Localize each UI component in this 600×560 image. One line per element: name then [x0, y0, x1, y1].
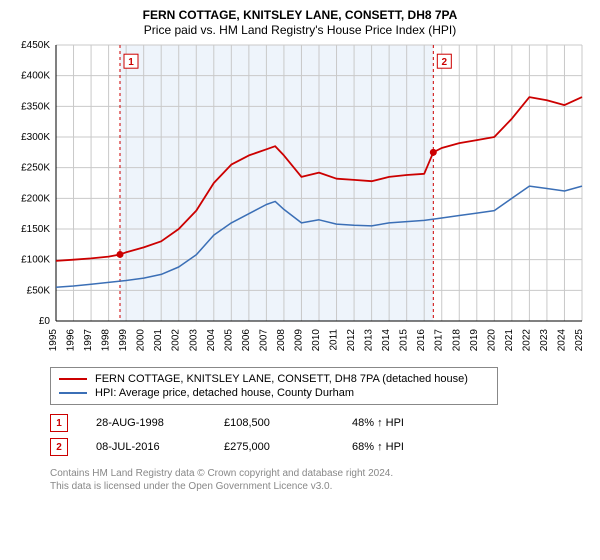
svg-text:£400K: £400K — [21, 71, 50, 82]
marker-badge: 2 — [50, 438, 68, 456]
legend-row: FERN COTTAGE, KNITSLEY LANE, CONSETT, DH… — [59, 372, 489, 386]
svg-text:2023: 2023 — [539, 329, 550, 352]
legend: FERN COTTAGE, KNITSLEY LANE, CONSETT, DH… — [50, 367, 498, 405]
marker-delta: 48% ↑ HPI — [352, 417, 452, 429]
svg-text:2016: 2016 — [416, 329, 427, 352]
svg-text:2009: 2009 — [293, 329, 304, 352]
svg-text:£100K: £100K — [21, 255, 50, 266]
marker-price: £275,000 — [224, 441, 324, 453]
svg-text:2012: 2012 — [346, 329, 357, 352]
svg-text:1997: 1997 — [83, 329, 94, 352]
legend-label: HPI: Average price, detached house, Coun… — [95, 387, 354, 399]
marker-row: 2 08-JUL-2016 £275,000 68% ↑ HPI — [50, 435, 590, 459]
legend-swatch — [59, 392, 87, 394]
svg-text:2013: 2013 — [364, 329, 375, 352]
attribution-line: Contains HM Land Registry data © Crown c… — [50, 467, 590, 480]
svg-text:2024: 2024 — [556, 329, 567, 352]
marker-date: 08-JUL-2016 — [96, 441, 196, 453]
svg-text:2011: 2011 — [329, 329, 340, 351]
svg-text:£150K: £150K — [21, 224, 50, 235]
sale-markers-table: 1 28-AUG-1998 £108,500 48% ↑ HPI 2 08-JUL-201… — [50, 411, 590, 459]
svg-text:2014: 2014 — [381, 329, 392, 352]
svg-text:2007: 2007 — [258, 329, 269, 352]
svg-text:1996: 1996 — [66, 329, 77, 352]
marker-badge: 1 — [50, 414, 68, 432]
marker-date: 28-AUG-1998 — [96, 417, 196, 429]
svg-text:2020: 2020 — [486, 329, 497, 352]
legend-row: HPI: Average price, detached house, Coun… — [59, 386, 489, 400]
svg-text:£350K: £350K — [21, 101, 50, 112]
svg-text:2003: 2003 — [188, 329, 199, 352]
svg-text:2005: 2005 — [223, 329, 234, 352]
svg-text:2002: 2002 — [171, 329, 182, 352]
svg-text:2: 2 — [442, 57, 448, 68]
svg-text:2017: 2017 — [434, 329, 445, 352]
line-chart-svg: £0 £50K £100K £150K £200K £250K £300K £350K £400… — [10, 41, 590, 361]
chart-subtitle: Price paid vs. HM Land Registry's House … — [10, 23, 590, 37]
svg-text:£0: £0 — [39, 316, 51, 327]
svg-text:£300K: £300K — [21, 132, 50, 143]
svg-text:2006: 2006 — [241, 329, 252, 352]
svg-text:1998: 1998 — [101, 329, 112, 352]
chart-area: £0 £50K £100K £150K £200K £250K £300K £350K £400… — [10, 41, 590, 361]
svg-text:1999: 1999 — [118, 329, 129, 352]
svg-text:£450K: £450K — [21, 41, 50, 51]
svg-text:£200K: £200K — [21, 193, 50, 204]
svg-text:2025: 2025 — [574, 329, 585, 352]
marker-price: £108,500 — [224, 417, 324, 429]
svg-text:1995: 1995 — [48, 329, 59, 352]
chart-title: FERN COTTAGE, KNITSLEY LANE, CONSETT, DH… — [10, 8, 590, 22]
svg-text:2001: 2001 — [153, 329, 164, 352]
legend-swatch — [59, 378, 87, 380]
marker-row: 1 28-AUG-1998 £108,500 48% ↑ HPI — [50, 411, 590, 435]
legend-label: FERN COTTAGE, KNITSLEY LANE, CONSETT, DH… — [95, 373, 468, 385]
svg-text:2022: 2022 — [521, 329, 532, 352]
attribution: Contains HM Land Registry data © Crown c… — [50, 467, 590, 493]
svg-text:2004: 2004 — [206, 329, 217, 352]
svg-text:2010: 2010 — [311, 329, 322, 352]
svg-text:2018: 2018 — [451, 329, 462, 352]
svg-text:2019: 2019 — [469, 329, 480, 352]
svg-text:£50K: £50K — [27, 285, 51, 296]
attribution-line: This data is licensed under the Open Gov… — [50, 480, 590, 493]
marker-delta: 68% ↑ HPI — [352, 441, 452, 453]
svg-text:2021: 2021 — [504, 329, 515, 352]
svg-text:2000: 2000 — [136, 329, 147, 352]
svg-text:2015: 2015 — [399, 329, 410, 352]
svg-text:2008: 2008 — [276, 329, 287, 352]
svg-text:1: 1 — [128, 57, 134, 68]
svg-text:£250K: £250K — [21, 163, 50, 174]
